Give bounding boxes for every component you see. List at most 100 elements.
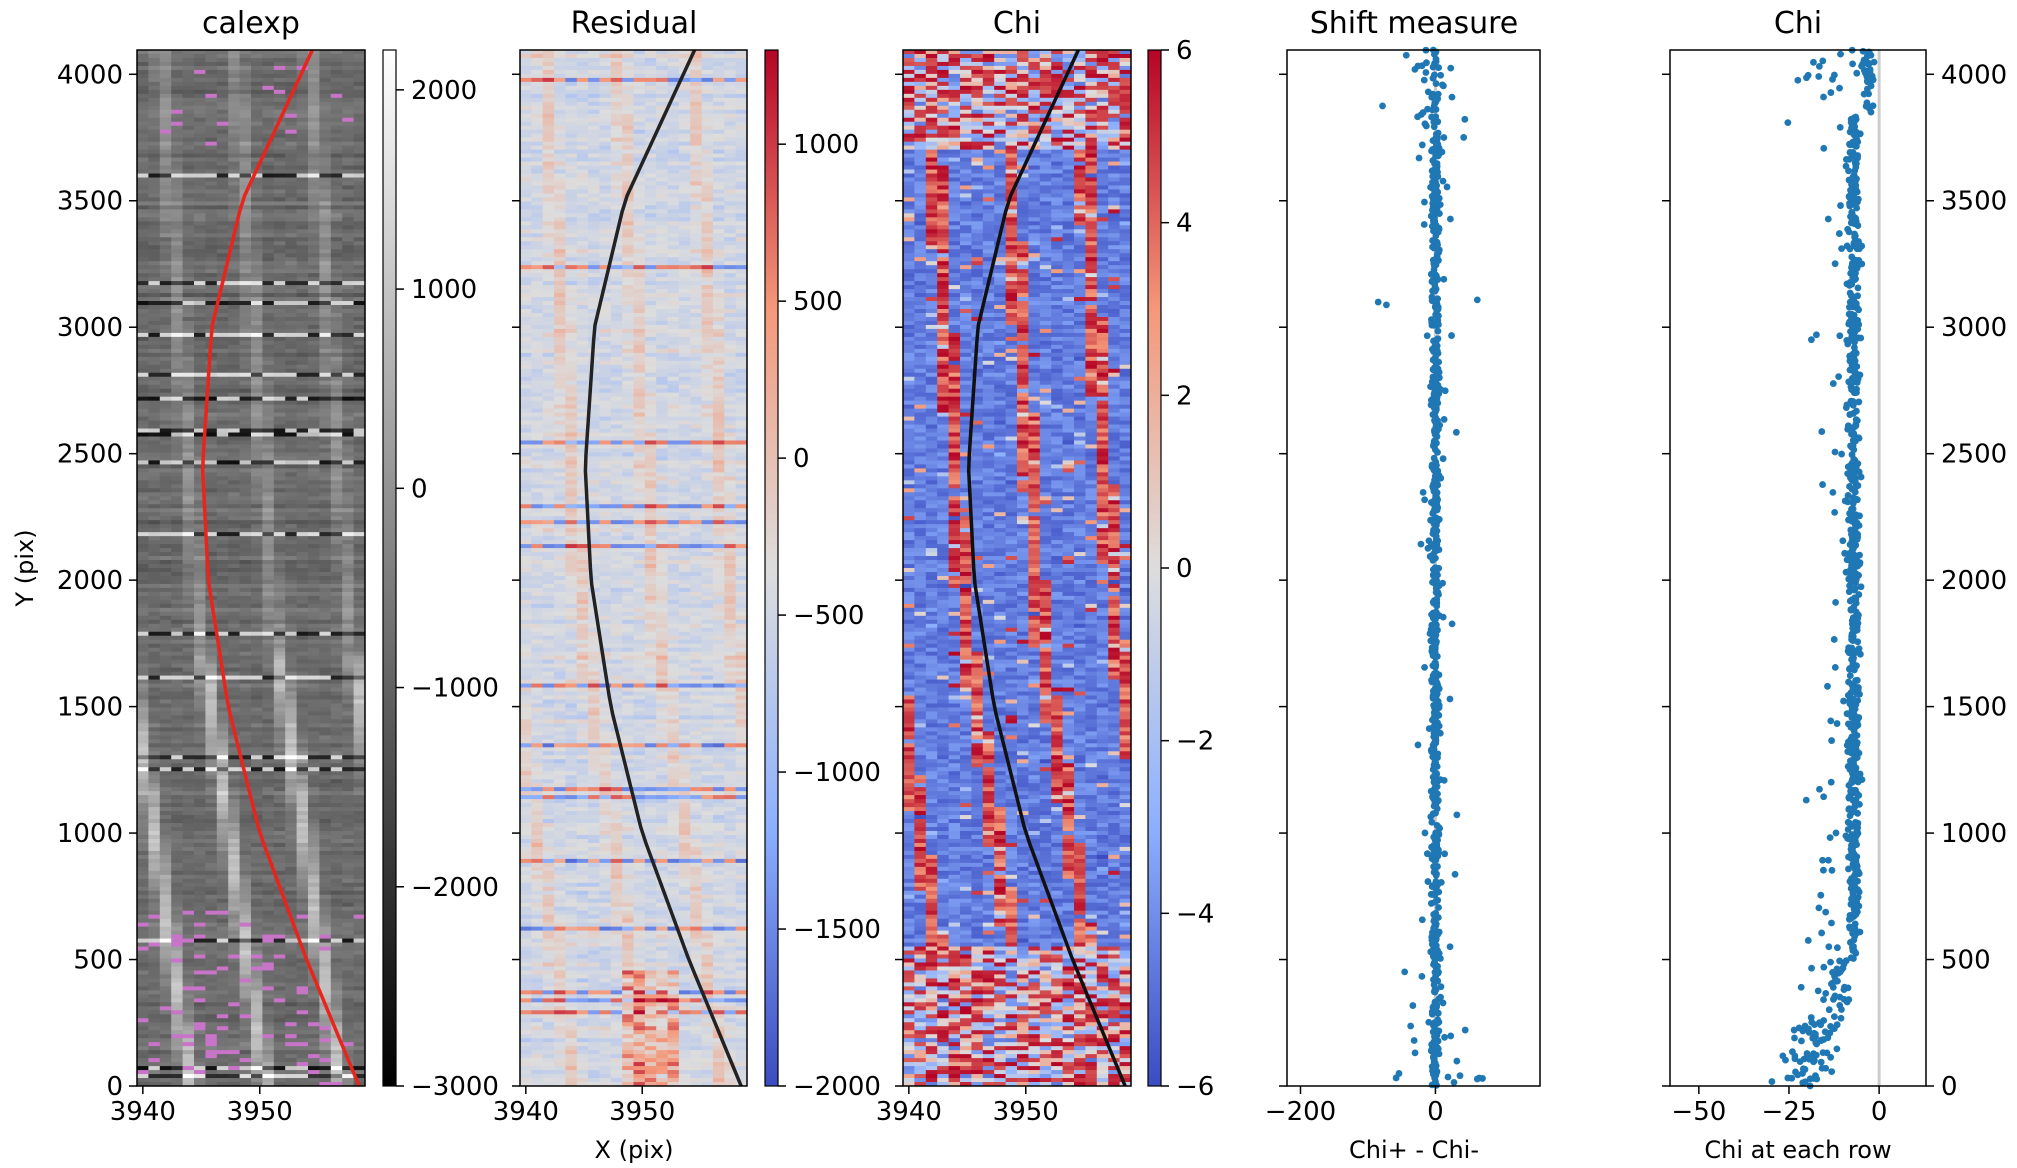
image-cell: [182, 663, 195, 669]
image-cell: [296, 468, 309, 473]
image-cell: [285, 779, 298, 784]
image-cell: [148, 185, 161, 191]
image-cell: [239, 862, 252, 868]
image-cell: [171, 277, 184, 282]
image-cell: [148, 368, 161, 374]
image-cell: [319, 552, 332, 557]
image-cell: [296, 707, 309, 713]
image-cell: [319, 432, 332, 438]
image-cell: [296, 743, 309, 748]
image-cell: [251, 914, 263, 920]
image-cell: [285, 269, 298, 274]
image-cell: [171, 846, 184, 852]
image-cell: [182, 699, 195, 705]
image-cell: [148, 404, 161, 410]
image-cell: [273, 173, 286, 179]
image-cell: [319, 906, 332, 912]
image-cell: [251, 293, 263, 298]
image-cell: [262, 253, 275, 258]
image-cell: [330, 328, 343, 334]
image-cell: [353, 823, 365, 828]
image-cell: [137, 1026, 149, 1031]
image-cell: [148, 631, 161, 637]
image-cell: [330, 743, 343, 748]
image-cell: [251, 866, 263, 872]
image-cell: [137, 484, 149, 489]
image-cell: [353, 799, 365, 804]
image-cell: [251, 384, 263, 390]
image-cell: [353, 93, 365, 99]
image-cell: [353, 117, 365, 123]
image-cell: [262, 552, 275, 557]
image-cell: [171, 623, 184, 629]
image-cell: [273, 500, 286, 505]
image-cell: [273, 707, 286, 713]
image-cell: [273, 779, 286, 784]
image-cell: [296, 436, 309, 442]
image-cell: [251, 619, 263, 625]
image-cell: [342, 751, 355, 756]
image-cell: [308, 516, 320, 521]
image-cell: [308, 866, 320, 872]
image-cell: [182, 858, 195, 864]
image-cell: [342, 273, 355, 278]
image-cell: [194, 874, 206, 880]
image-cell: [330, 165, 343, 171]
image-cell: [159, 320, 172, 326]
image-cell: [228, 1038, 241, 1043]
image-cell: [330, 508, 343, 513]
image-cell: [262, 109, 275, 115]
image-cell: [308, 145, 320, 151]
image-cell: [319, 436, 332, 442]
image-cell: [205, 747, 218, 752]
image-cell: [148, 472, 161, 477]
image-cell: [330, 476, 343, 481]
image-cell: [285, 571, 298, 577]
image-cell: [159, 492, 172, 497]
image-cell: [296, 846, 309, 852]
image-cell: [319, 400, 332, 406]
image-cell: [308, 731, 320, 736]
image-cell: [285, 301, 298, 306]
image-cell: [308, 97, 320, 103]
image-cell: [308, 293, 320, 298]
image-cell: [137, 671, 149, 677]
image-cell: [137, 265, 149, 270]
image-cell: [216, 544, 229, 549]
image-cell: [216, 635, 229, 641]
image-cell: [251, 205, 263, 210]
image-cell: [296, 61, 309, 67]
image-cell: [239, 320, 252, 326]
image-cell: [319, 675, 332, 681]
image-cell: [319, 707, 332, 713]
image-cell: [262, 113, 275, 119]
image-cell: [171, 930, 184, 936]
image-cell: [159, 516, 172, 521]
image-cell: [182, 1030, 195, 1035]
image-cell: [353, 169, 365, 175]
image-cell: [182, 464, 195, 469]
image-cell: [251, 568, 263, 573]
image-cell: [171, 1018, 184, 1023]
image-cell: [216, 1030, 229, 1035]
image-cell: [216, 177, 229, 183]
image-cell: [330, 468, 343, 473]
image-cell: [273, 85, 286, 91]
image-cell: [239, 265, 252, 270]
image-cell: [342, 249, 355, 254]
image-cell: [353, 404, 365, 410]
image-cell: [353, 420, 365, 426]
image-cell: [330, 842, 343, 848]
image-cell: [262, 926, 275, 932]
image-cell: [216, 129, 229, 135]
image-cell: [194, 886, 206, 892]
image-cell: [182, 332, 195, 338]
image-cell: [148, 217, 161, 222]
image-cell: [239, 799, 252, 804]
image-cell: [342, 560, 355, 565]
image-cell: [308, 245, 320, 250]
image-cell: [330, 412, 343, 418]
image-cell: [239, 850, 252, 856]
image-cell: [308, 440, 320, 446]
image-cell: [262, 731, 275, 736]
